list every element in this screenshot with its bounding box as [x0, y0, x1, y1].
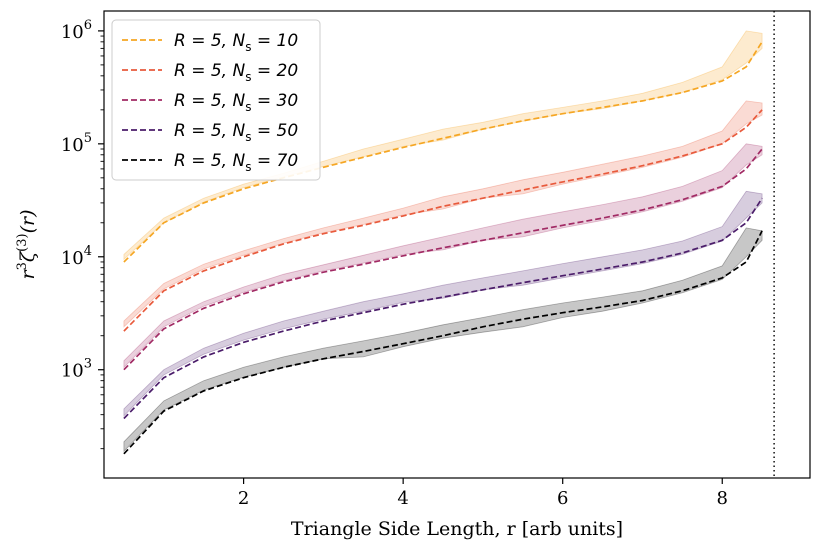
y-tick-label: 105 [61, 131, 92, 156]
band-series-2 [123, 100, 763, 328]
line-series-4 [123, 197, 763, 420]
band-series-4 [123, 190, 763, 417]
plot-frame [103, 10, 811, 479]
line-series-5 [123, 230, 763, 455]
legend-box [111, 19, 321, 181]
legend-entry: R = 5, Ns = 30 [174, 91, 298, 114]
band-series-3 [123, 143, 763, 369]
line-series-3 [123, 148, 763, 371]
y-tick-label: 104 [61, 244, 92, 269]
line-series-1 [123, 41, 763, 263]
x-tick-label: 6 [557, 488, 568, 509]
y-axis-ticks: 103 104 105 106 [61, 18, 104, 450]
series-lines [123, 41, 763, 455]
y-tick-label: 106 [61, 18, 92, 43]
x-tick-label: 4 [397, 488, 408, 509]
x-tick-label: 2 [238, 488, 249, 509]
x-axis-ticks: 2 4 6 8 [238, 478, 728, 509]
y-axis-label: r3ζ(3)(r) [15, 209, 39, 279]
legend-entry: R = 5, Ns = 70 [174, 151, 298, 174]
legend-entry: R = 5, Ns = 10 [174, 31, 298, 54]
legend-entry: R = 5, Ns = 50 [174, 121, 298, 144]
line-series-2 [123, 109, 763, 332]
legend-entry: R = 5, Ns = 20 [174, 61, 298, 84]
legend: R = 5, Ns = 10 R = 5, Ns = 20 R = 5, Ns = … [111, 19, 321, 181]
x-tick-label: 8 [717, 488, 728, 509]
x-axis-label: Triangle Side Length, r [arb units] [291, 518, 623, 540]
y-tick-label: 103 [61, 357, 92, 382]
